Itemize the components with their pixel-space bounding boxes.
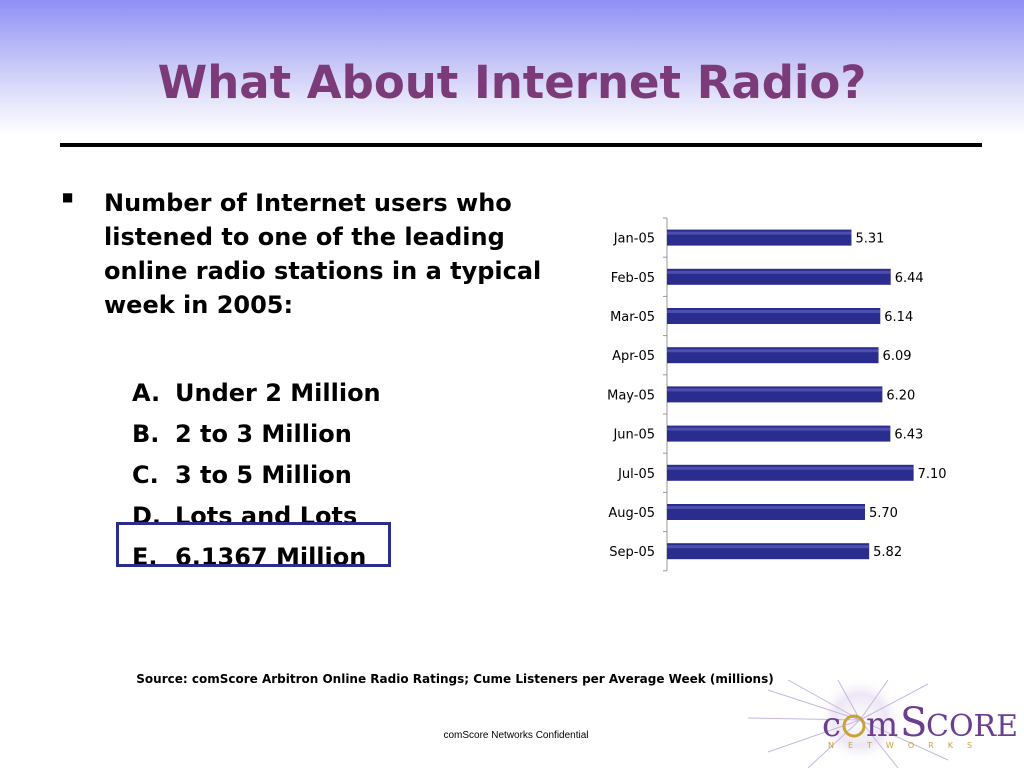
option-letter: B. [132, 419, 160, 448]
option-text: 2 to 3 Million [175, 419, 352, 448]
category-label: Mar-05 [610, 310, 655, 325]
correct-answer-highlight [116, 522, 391, 567]
logo-subtext: NETWORKS [828, 741, 986, 750]
bar-highlight [667, 349, 879, 353]
logo-starburst [748, 680, 949, 768]
category-label: Jul-05 [617, 467, 655, 482]
bullet-square-icon: ■ [62, 190, 74, 204]
bar-highlight [667, 466, 914, 470]
data-label: 6.43 [894, 428, 923, 443]
svg-text:m: m [866, 705, 898, 745]
category-label: May-05 [607, 388, 655, 403]
data-label: 5.82 [873, 545, 902, 560]
svg-text:CORE: CORE [926, 709, 1018, 744]
data-label: 6.44 [895, 271, 924, 286]
comscore-logo: c m S CORE NETWORKS [748, 680, 1018, 768]
option-text: 3 to 5 Million [175, 460, 352, 489]
category-label: Sep-05 [609, 545, 655, 560]
slide-title: What About Internet Radio? [157, 56, 867, 109]
bar-chart: Jan-05 5.31 Feb-05 6.44 Mar-05 6.14 Apr-05 6.09… [607, 217, 947, 572]
confidential-footer: comScore Networks Confidential [443, 730, 589, 741]
title-divider [60, 143, 982, 147]
option-b: B. 2 to 3 Million [132, 413, 381, 454]
option-letter: C. [132, 460, 159, 489]
category-label: Jun-05 [612, 428, 655, 443]
bar-highlight [667, 506, 865, 509]
header-band [0, 0, 1024, 135]
question-text: Number of Internet users who listened to… [104, 189, 542, 319]
data-label: 7.10 [918, 467, 947, 482]
category-label: Apr-05 [612, 349, 655, 364]
source-note: Source: comScore Arbitron Online Radio R… [136, 672, 774, 686]
svg-text:S: S [900, 700, 927, 746]
bar-highlight [667, 427, 891, 431]
bar-highlight [667, 545, 870, 549]
data-label: 5.31 [855, 232, 884, 247]
bar-highlight [667, 270, 891, 274]
option-letter: A. [132, 378, 161, 407]
option-a: A. Under 2 Million [132, 372, 381, 413]
logo-wordmark: c [822, 705, 841, 745]
data-label: 6.14 [884, 310, 913, 325]
option-text: Under 2 Million [175, 378, 381, 407]
bar-highlight [667, 231, 852, 235]
option-c: C. 3 to 5 Million [132, 454, 381, 495]
category-label: Jan-05 [613, 232, 655, 247]
category-label: Feb-05 [611, 271, 655, 286]
data-label: 5.70 [869, 506, 898, 521]
category-label: Aug-05 [608, 506, 655, 521]
bar-highlight [667, 310, 881, 313]
data-label: 6.20 [886, 388, 915, 403]
logo-o-ring [842, 714, 866, 738]
data-label: 6.09 [883, 349, 912, 364]
bar-highlight [667, 388, 883, 392]
